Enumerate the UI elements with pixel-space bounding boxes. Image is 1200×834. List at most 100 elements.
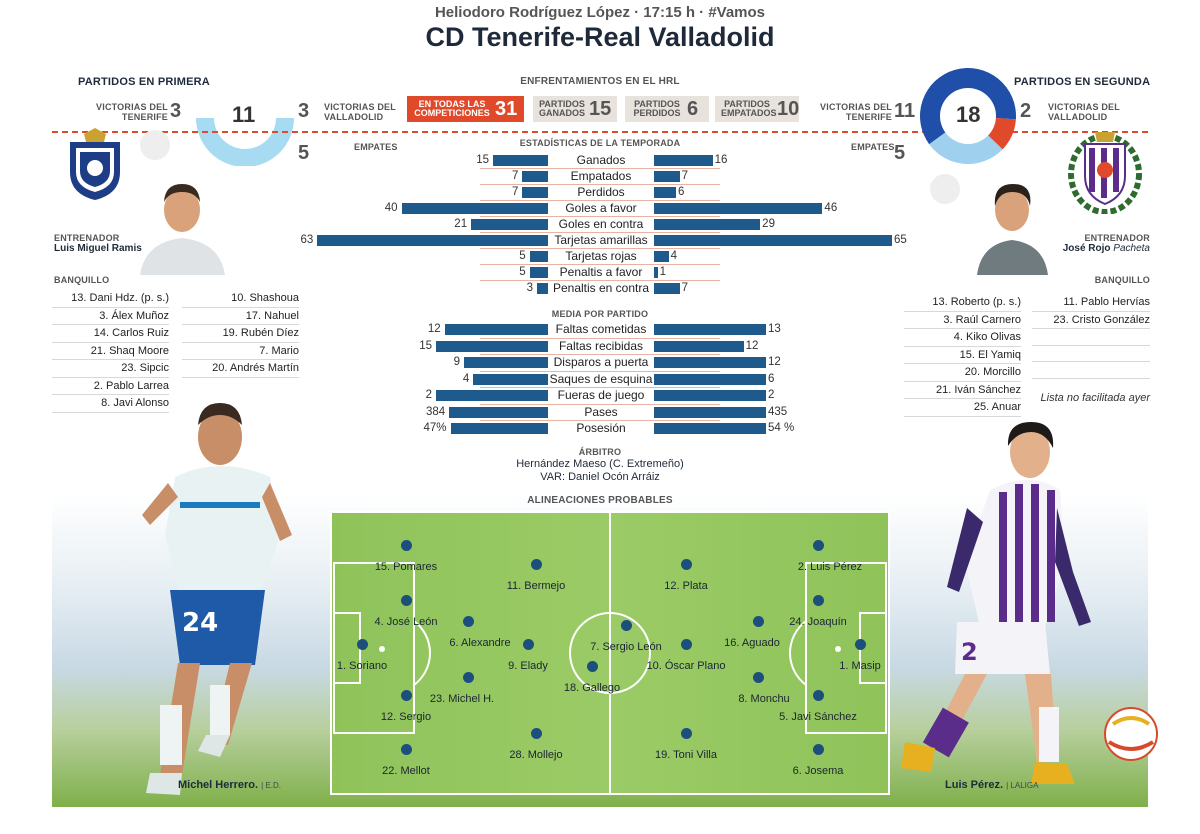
stat-row-divider bbox=[480, 248, 720, 249]
bench-player: 10. Shashoua bbox=[182, 290, 299, 308]
stat-right-value: 6 bbox=[677, 186, 685, 198]
player-marker bbox=[813, 744, 824, 755]
stat-left-bar bbox=[464, 357, 548, 368]
stat-label: Saques de esquina bbox=[549, 371, 653, 386]
stat-left-value: 63 bbox=[300, 234, 314, 246]
hrl-heading: ENFRENTAMIENTOS EN EL HRL bbox=[520, 76, 680, 87]
stat-right-bar bbox=[654, 235, 892, 246]
stat-right-bar bbox=[654, 171, 680, 182]
primera-wins-label: VICTORIAS DEL TENERIFE bbox=[96, 102, 168, 122]
match-title: CD Tenerife-Real Valladolid bbox=[425, 22, 775, 52]
tenerife-crest-icon bbox=[70, 128, 120, 200]
stat-right-bar bbox=[654, 373, 766, 385]
left-caption-credit: | E.D. bbox=[261, 781, 282, 790]
stat-left-value: 7 bbox=[511, 170, 519, 182]
primera-wins-value: 3 bbox=[170, 100, 182, 122]
player-marker bbox=[813, 595, 824, 606]
primera-draws-value: 5 bbox=[298, 142, 310, 164]
dashed-divider bbox=[52, 131, 1148, 133]
left-bench-col2: 10. Shashoua 17. Nahuel 19. Rubén Díez 7. M… bbox=[182, 290, 299, 378]
stat-left-bar bbox=[471, 219, 548, 230]
stat-row-divider bbox=[480, 200, 720, 201]
player-marker bbox=[681, 559, 692, 570]
stat-right-bar bbox=[654, 390, 766, 401]
deco-circle bbox=[140, 130, 170, 160]
hrl-won-pill: PARTIDOS GANADOS 15 bbox=[533, 96, 617, 122]
player-name: 6. Josema bbox=[792, 765, 844, 777]
valladolid-crest-icon bbox=[1068, 132, 1142, 214]
stat-left-bar bbox=[450, 423, 548, 434]
left-bench-label: BANQUILLO bbox=[54, 275, 110, 285]
bench-player: 3. Raúl Carnero bbox=[904, 312, 1021, 329]
bench-player: 17. Nahuel bbox=[182, 308, 299, 325]
stat-left-value: 384 bbox=[425, 405, 446, 418]
segunda-donut bbox=[920, 68, 1016, 164]
player-name: 7. Sergio León bbox=[590, 641, 662, 653]
bench-player: 21. Iván Sánchez bbox=[904, 382, 1021, 399]
pitch: 15. Pomares 4. José León 1. Soriano 12. Ser… bbox=[330, 511, 890, 795]
stat-right-bar bbox=[654, 155, 713, 166]
left-bench-col1: 13. Dani Hdz. (p. s.) 3. Álex Muñoz 14. Ca… bbox=[52, 290, 169, 413]
stat-left-value: 40 bbox=[384, 202, 398, 214]
right-caption-name: Luis Pérez. bbox=[945, 779, 1004, 791]
stat-right-value: 13 bbox=[768, 323, 781, 335]
stat-row-divider bbox=[480, 337, 720, 339]
stat-right-value: 2 bbox=[768, 389, 775, 401]
bench-player: 13. Roberto (p. s.) bbox=[904, 294, 1021, 312]
player-name: 2. Luis Pérez bbox=[797, 561, 863, 573]
player-marker bbox=[463, 672, 474, 683]
stat-right-value: 4 bbox=[670, 250, 678, 262]
pitch-lines bbox=[333, 513, 887, 793]
season-stat-row: 3 Penaltis en contra 7 bbox=[0, 281, 1200, 296]
stat-label: Goles en contra bbox=[558, 217, 644, 231]
stat-left-value: 21 bbox=[454, 218, 468, 230]
stat-right-value: 7 bbox=[681, 282, 689, 294]
bench-player: 15. El Yamiq bbox=[904, 347, 1021, 364]
stat-left-value: 4 bbox=[462, 372, 470, 385]
player-marker bbox=[855, 639, 866, 650]
primera-total: 11 bbox=[232, 102, 256, 127]
player-marker bbox=[401, 690, 412, 701]
stat-right-bar bbox=[654, 357, 766, 368]
stat-label: Goles a favor bbox=[565, 201, 637, 215]
stat-label: Posesión bbox=[576, 421, 626, 435]
player-marker bbox=[587, 661, 598, 672]
stat-left-value: 12 bbox=[427, 323, 441, 335]
right-player-photo: 2 bbox=[901, 422, 1158, 784]
hrl-all-pill: EN TODAS LAS COMPETICIONES 31 bbox=[407, 96, 524, 122]
stat-right-bar bbox=[654, 251, 669, 262]
segunda-valla-value: 2 bbox=[1020, 100, 1032, 122]
stat-row-divider bbox=[480, 232, 720, 233]
left-coach-name: Luis Miguel Ramis bbox=[54, 243, 142, 254]
referee-name: Hernández Maeso (C. Extremeño) bbox=[516, 458, 684, 470]
player-marker bbox=[401, 744, 412, 755]
bench-player: 13. Dani Hdz. (p. s.) bbox=[52, 290, 169, 308]
stat-label: Penaltis en contra bbox=[552, 281, 650, 295]
stat-right-value: 16 bbox=[714, 154, 728, 166]
player-name: 10. Óscar Plano bbox=[646, 660, 726, 672]
player-name: 5. Javi Sánchez bbox=[779, 711, 857, 723]
player-name: 4. José León bbox=[374, 616, 438, 628]
player-marker bbox=[531, 559, 542, 570]
player-marker bbox=[813, 690, 824, 701]
season-stat-row: 63 Tarjetas amarillas 65 bbox=[0, 233, 1200, 248]
player-name: 23. Michel H. bbox=[429, 693, 495, 705]
left-photo-caption: Michel Herrero. | E.D. bbox=[178, 779, 281, 791]
lineups-heading: ALINEACIONES PROBABLES bbox=[527, 495, 673, 506]
per-match-stat-row: 2 Fueras de juego 2 bbox=[0, 388, 1200, 403]
left-player-photo: 24 bbox=[142, 403, 292, 795]
stat-left-bar bbox=[444, 324, 548, 335]
bench-player: 20. Andrés Martín bbox=[182, 360, 299, 378]
hrl-won-value: 15 bbox=[589, 97, 612, 120]
bench-player: 4. Kiko Olivas bbox=[904, 329, 1021, 347]
stat-label: Tarjetas rojas bbox=[565, 249, 637, 263]
stat-right-value: 435 bbox=[768, 405, 788, 418]
stat-left-bar bbox=[493, 155, 548, 166]
right-coach-label: ENTRENADOR bbox=[1084, 233, 1150, 243]
stat-row-divider bbox=[480, 420, 720, 421]
stat-right-value: 46 bbox=[824, 202, 838, 214]
hrl-lost-label: PARTIDOS PERDIDOS bbox=[633, 99, 681, 118]
player-marker bbox=[357, 639, 368, 650]
stat-left-value: 2 bbox=[425, 389, 432, 401]
stat-label: Disparos a puerta bbox=[553, 355, 649, 369]
